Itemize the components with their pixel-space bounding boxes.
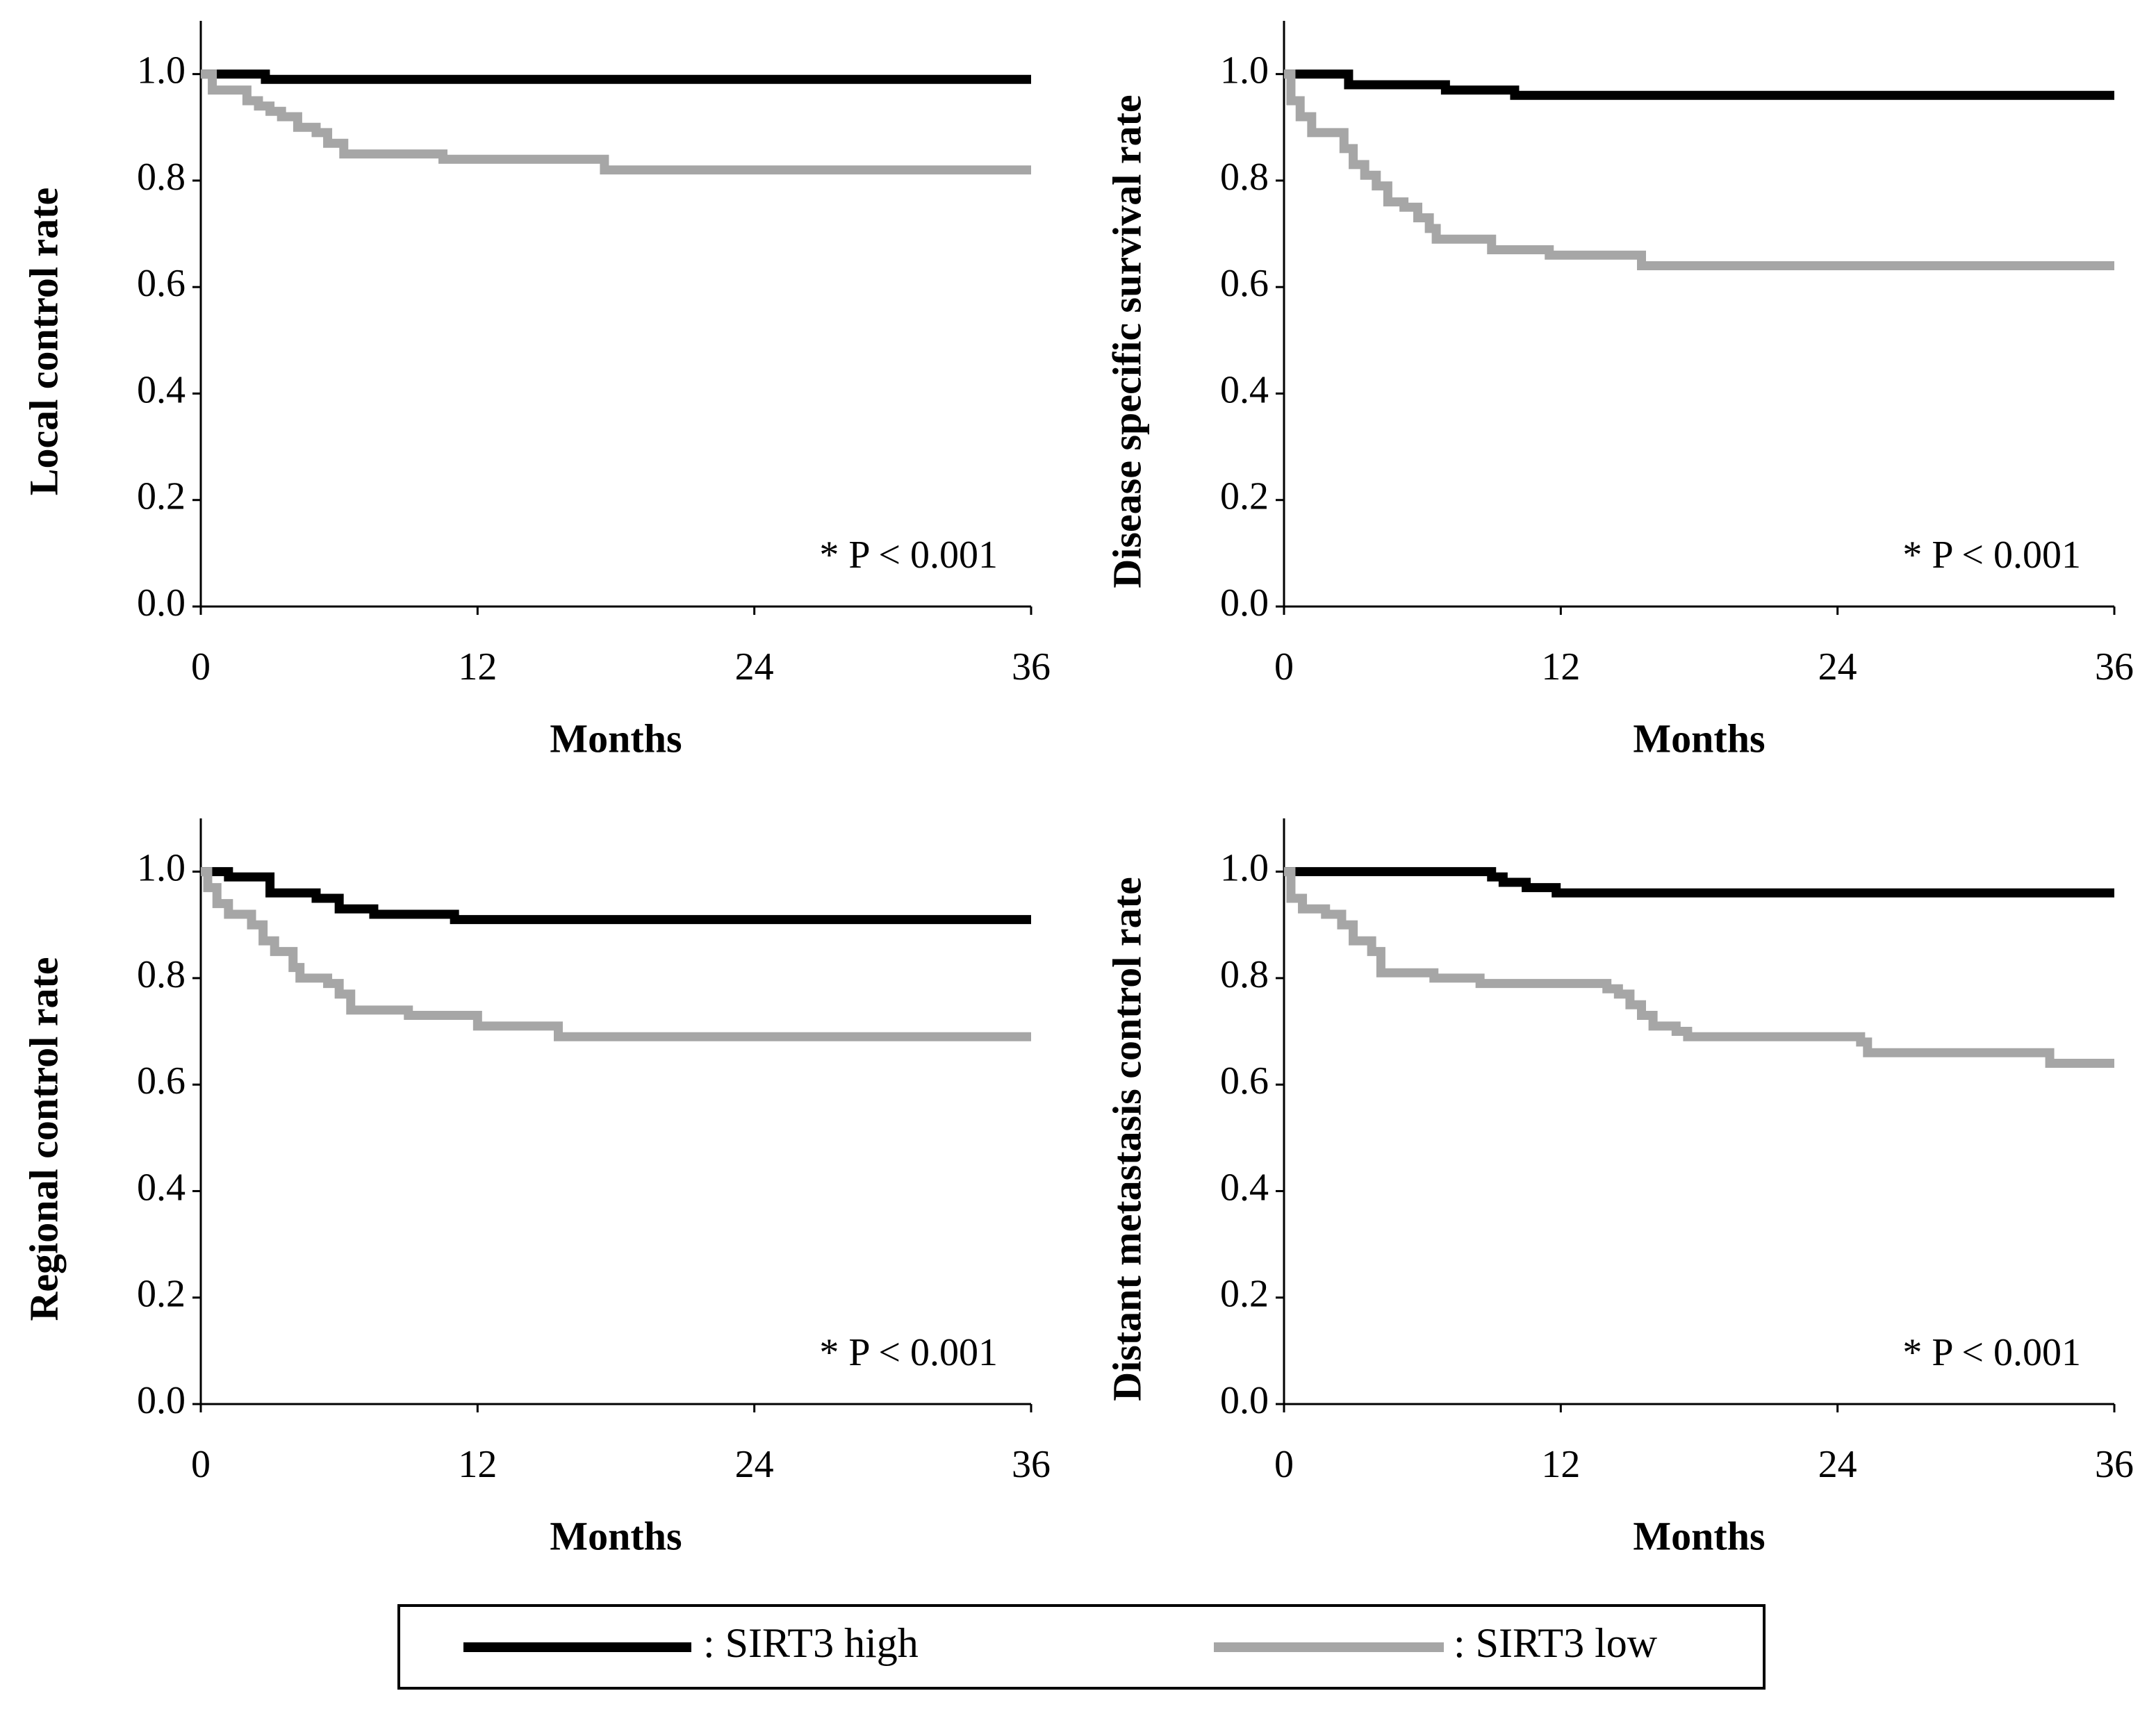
- x-tick-label: 0: [191, 645, 211, 688]
- x-axis-title: Months: [1633, 1513, 1765, 1558]
- y-tick-label: 0.0: [137, 581, 186, 625]
- x-axis-title: Months: [550, 1513, 682, 1558]
- survival-curve: [201, 867, 1031, 925]
- y-tick-label: 0.2: [1220, 1273, 1269, 1316]
- x-tick-label: 0: [1274, 645, 1294, 688]
- y-tick-label: 1.0: [137, 49, 186, 92]
- survival-curve: [201, 867, 1031, 1041]
- survival-curve: [1284, 867, 2114, 898]
- legend-label: : SIRT3 low: [1454, 1620, 1658, 1666]
- y-tick-label: 0.2: [137, 475, 186, 518]
- x-tick-label: 12: [1541, 1443, 1580, 1486]
- y-tick-label: 0.2: [137, 1273, 186, 1316]
- legend-label: : SIRT3 high: [703, 1620, 919, 1666]
- y-axis-title: Distant metastasis control rate: [1104, 877, 1149, 1401]
- y-tick-label: 0.0: [1220, 1379, 1269, 1422]
- x-tick-label: 36: [1012, 1443, 1051, 1486]
- x-tick-label: 36: [2095, 645, 2134, 688]
- y-axis-title: Local control rate: [21, 188, 66, 495]
- y-tick-label: 0.6: [1220, 1059, 1269, 1103]
- x-tick-label: 12: [1541, 645, 1580, 688]
- survival-curve: [201, 69, 1031, 84]
- y-tick-label: 0.8: [1220, 953, 1269, 996]
- y-tick-label: 0.8: [137, 953, 186, 996]
- y-tick-label: 0.6: [1220, 262, 1269, 305]
- x-tick-label: 24: [735, 645, 774, 688]
- y-tick-label: 0.0: [137, 1379, 186, 1422]
- y-tick-label: 0.8: [1220, 156, 1269, 199]
- annotation: * P < 0.001: [1902, 534, 2081, 577]
- x-tick-label: 24: [1818, 645, 1857, 688]
- y-tick-label: 0.4: [137, 368, 186, 411]
- annotation: * P < 0.001: [1902, 1331, 2081, 1374]
- legend-box: [397, 1604, 1766, 1690]
- y-tick-label: 1.0: [1220, 846, 1269, 889]
- survival-curve: [1284, 867, 2114, 1069]
- x-tick-label: 0: [191, 1443, 211, 1486]
- y-tick-label: 0.8: [137, 156, 186, 199]
- y-axis-title: Disease specific survival rate: [1104, 94, 1149, 588]
- y-tick-label: 0.0: [1220, 581, 1269, 625]
- annotation: * P < 0.001: [819, 1331, 998, 1374]
- y-tick-label: 0.4: [1220, 1166, 1269, 1209]
- x-tick-label: 0: [1274, 1443, 1294, 1486]
- y-axis-title: Regional control rate: [21, 957, 66, 1321]
- x-tick-label: 24: [1818, 1443, 1857, 1486]
- x-tick-label: 12: [458, 1443, 497, 1486]
- y-tick-label: 0.6: [137, 1059, 186, 1103]
- annotation: * P < 0.001: [819, 534, 998, 577]
- y-tick-label: 1.0: [137, 846, 186, 889]
- y-tick-label: 0.4: [137, 1166, 186, 1209]
- y-tick-label: 0.6: [137, 262, 186, 305]
- x-axis-title: Months: [1633, 716, 1765, 761]
- y-tick-label: 1.0: [1220, 49, 1269, 92]
- x-axis-title: Months: [550, 716, 682, 761]
- survival-curve: [201, 69, 1031, 175]
- y-tick-label: 0.4: [1220, 368, 1269, 411]
- x-tick-label: 36: [2095, 1443, 2134, 1486]
- x-tick-label: 12: [458, 645, 497, 688]
- x-tick-label: 24: [735, 1443, 774, 1486]
- survival-curve: [1284, 69, 2114, 100]
- y-tick-label: 0.2: [1220, 475, 1269, 518]
- survival-curve: [1284, 69, 2114, 271]
- x-tick-label: 36: [1012, 645, 1051, 688]
